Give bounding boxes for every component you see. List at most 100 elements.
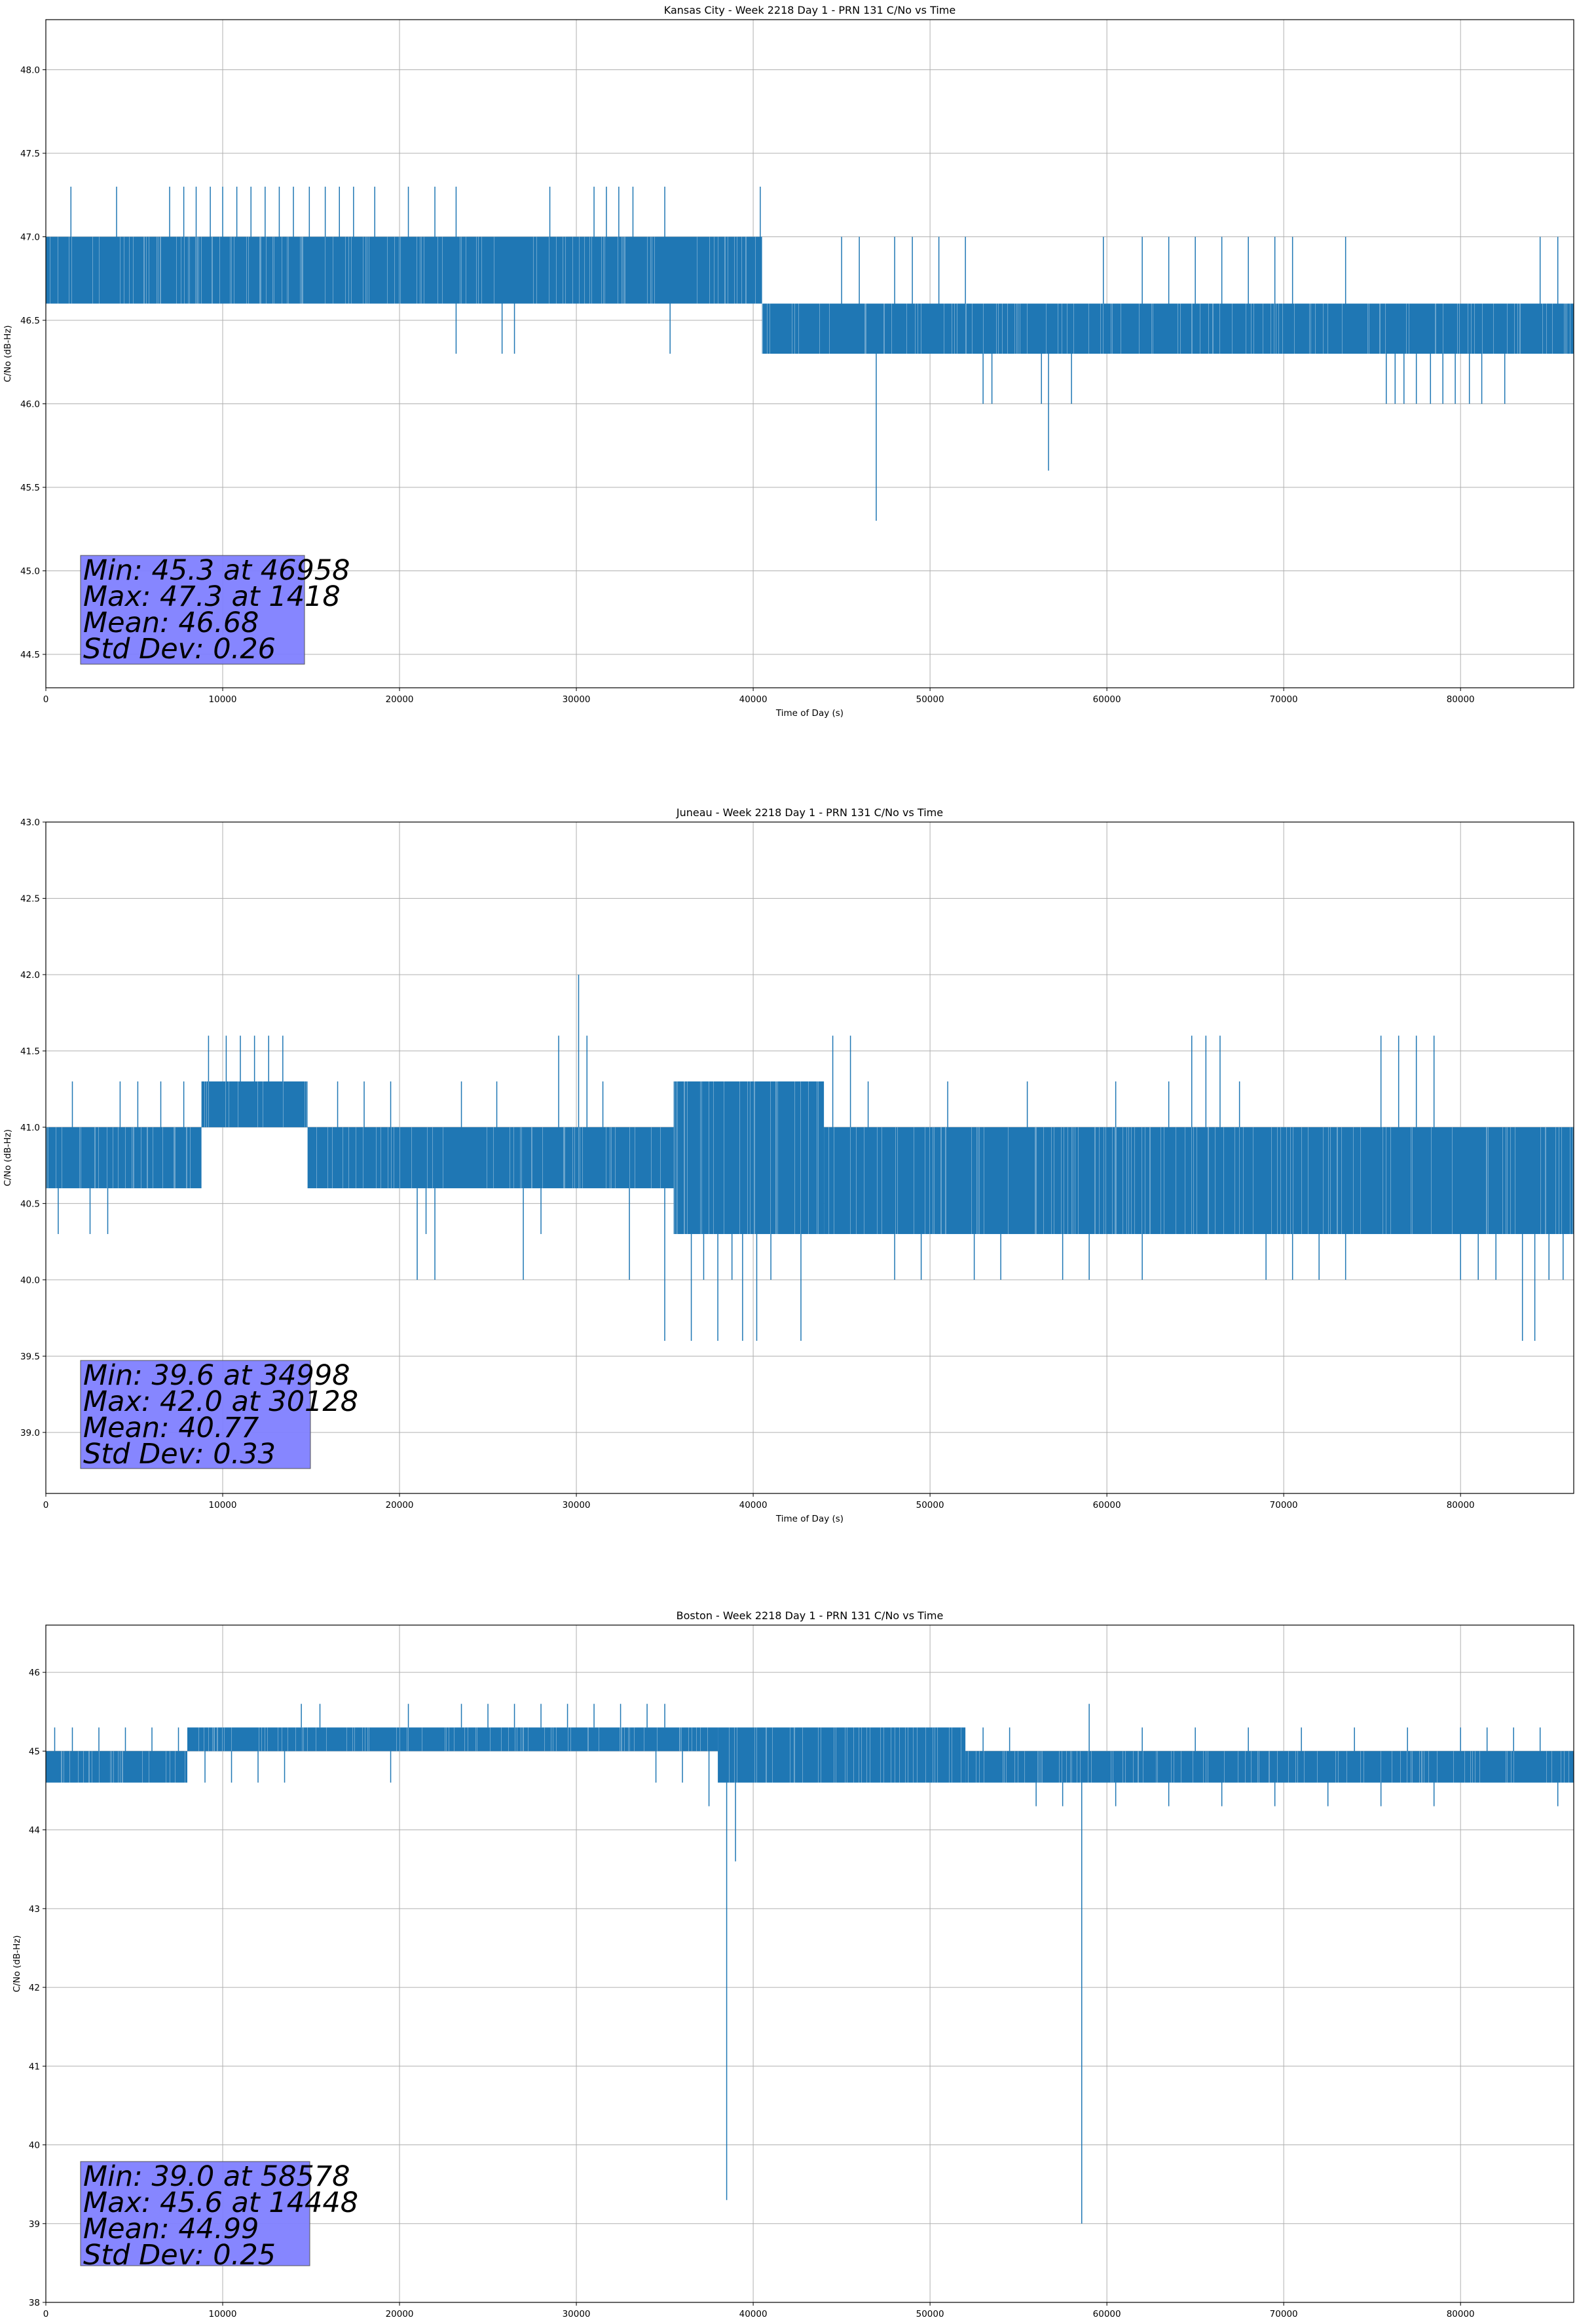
stats-line: Mean: 40.77 bbox=[83, 1412, 259, 1444]
stats-line: Max: 42.0 at 30128 bbox=[83, 1385, 358, 1418]
stats-box bbox=[80, 555, 305, 665]
y-tick-label: 44 bbox=[29, 1826, 40, 1836]
chart-panel-3: 0 10000 20000 30000 40000 50000 60000 70000 8000… bbox=[12, 1609, 1574, 2324]
y-tick-label: 45 bbox=[29, 1746, 40, 1757]
stats-line: Std Dev: 0.25 bbox=[83, 2239, 276, 2272]
x-tick-label: 40000 bbox=[739, 1500, 768, 1510]
y-tick-label: 38 bbox=[29, 2298, 40, 2308]
stats-line: Mean: 44.99 bbox=[83, 2213, 259, 2245]
x-tick-label: 30000 bbox=[563, 694, 591, 705]
y-tick-label: 41.0 bbox=[20, 1123, 40, 1133]
x-tick-label: 80000 bbox=[1447, 694, 1475, 705]
data-band bbox=[673, 1081, 825, 1234]
stats-box bbox=[80, 2161, 310, 2266]
y-axis-label: C/No (dB-Hz) bbox=[12, 1935, 22, 1992]
stats-box bbox=[80, 1360, 311, 1469]
axes-frame bbox=[45, 19, 1574, 688]
data-band bbox=[824, 1127, 1574, 1234]
axes-frame bbox=[45, 1624, 1574, 2303]
y-tick-label: 45.5 bbox=[20, 483, 40, 493]
x-tick-label: 70000 bbox=[1270, 2309, 1298, 2319]
data-band-texture bbox=[61, 1751, 185, 1783]
x-tick-label: 10000 bbox=[209, 1500, 237, 1510]
data-band bbox=[46, 1751, 188, 1783]
y-tick-label: 40.0 bbox=[20, 1275, 40, 1286]
data-band-texture bbox=[316, 1127, 661, 1189]
x-axis-label: Time of Day (s) bbox=[775, 708, 844, 719]
data-band bbox=[46, 236, 762, 304]
stats-line: Min: 39.0 at 58578 bbox=[83, 2160, 350, 2193]
x-tick-label: 30000 bbox=[563, 1500, 591, 1510]
x-tick-label: 60000 bbox=[1093, 694, 1121, 705]
y-tick-label: 40.5 bbox=[20, 1199, 40, 1209]
x-tick-label: 20000 bbox=[386, 694, 414, 705]
y-tick-label: 47.0 bbox=[20, 233, 40, 243]
data-band-texture bbox=[968, 1751, 1569, 1783]
data-series-cno bbox=[46, 1704, 1574, 2224]
x-tick-label: 40000 bbox=[739, 694, 768, 705]
x-axis-label: Time of Day (s) bbox=[775, 2323, 844, 2324]
stats-line: Min: 39.6 at 34998 bbox=[83, 1359, 350, 1392]
x-tick-label: 80000 bbox=[1447, 1500, 1475, 1510]
data-band-texture bbox=[674, 1081, 819, 1234]
data-band-texture bbox=[46, 1127, 191, 1189]
x-tick-label: 0 bbox=[43, 2309, 49, 2319]
data-band bbox=[46, 1127, 202, 1189]
data-series-cno bbox=[46, 974, 1574, 1341]
x-tick-label: 10000 bbox=[209, 694, 237, 705]
data-band-texture bbox=[762, 303, 1570, 354]
y-axis-label: C/No (dB-Hz) bbox=[3, 1129, 13, 1186]
chart-panel-2: 0 10000 20000 30000 40000 50000 60000 70000 8000… bbox=[3, 806, 1574, 1524]
x-axis-label: Time of Day (s) bbox=[775, 1514, 844, 1524]
x-tick-label: 80000 bbox=[1447, 2309, 1475, 2319]
chart-title: Juneau - Week 2218 Day 1 - PRN 131 C/No … bbox=[676, 806, 943, 819]
axes-frame bbox=[45, 821, 1574, 1494]
data-band bbox=[187, 1727, 718, 1752]
stats-line: Min: 45.3 at 46958 bbox=[83, 554, 350, 587]
x-tick-label: 30000 bbox=[563, 2309, 591, 2319]
x-tick-label: 50000 bbox=[916, 1500, 944, 1510]
x-tick-label: 10000 bbox=[209, 2309, 237, 2319]
data-band bbox=[718, 1727, 966, 1783]
x-tick-label: 20000 bbox=[386, 2309, 414, 2319]
data-series-cno bbox=[46, 187, 1574, 521]
data-band-texture bbox=[198, 1727, 708, 1752]
y-tick-label: 47.5 bbox=[20, 149, 40, 159]
stats-line: Mean: 46.68 bbox=[83, 607, 259, 639]
y-tick-label: 44.5 bbox=[20, 650, 40, 660]
stats-line: Std Dev: 0.26 bbox=[83, 633, 276, 665]
data-band bbox=[307, 1127, 674, 1189]
data-band-texture bbox=[729, 1727, 961, 1783]
data-band-texture bbox=[828, 1127, 1573, 1234]
y-tick-label: 39 bbox=[29, 2219, 40, 2230]
y-tick-label: 42 bbox=[29, 1983, 40, 1993]
data-band bbox=[762, 303, 1574, 354]
x-tick-label: 60000 bbox=[1093, 2309, 1121, 2319]
x-tick-label: 50000 bbox=[916, 694, 944, 705]
data-band-texture bbox=[50, 236, 756, 304]
y-tick-label: 43.0 bbox=[20, 817, 40, 828]
chart-title: Kansas City - Week 2218 Day 1 - PRN 131 … bbox=[664, 4, 955, 16]
chart-panel-1: 0 10000 20000 30000 40000 50000 60000 70000 8000… bbox=[3, 4, 1574, 719]
x-tick-label: 60000 bbox=[1093, 1500, 1121, 1510]
y-tick-label: 39.0 bbox=[20, 1428, 40, 1438]
y-tick-label: 41 bbox=[29, 2061, 40, 2072]
y-tick-label: 46.5 bbox=[20, 316, 40, 326]
y-tick-label: 46.0 bbox=[20, 400, 40, 410]
y-tick-label: 43 bbox=[29, 1904, 40, 1915]
data-band bbox=[201, 1081, 308, 1127]
y-axis-label: C/No (dB-Hz) bbox=[3, 325, 13, 382]
x-tick-label: 0 bbox=[43, 694, 49, 705]
x-tick-label: 50000 bbox=[916, 2309, 944, 2319]
y-tick-label: 45.0 bbox=[20, 567, 40, 577]
y-tick-label: 39.5 bbox=[20, 1351, 40, 1362]
x-tick-label: 40000 bbox=[739, 2309, 768, 2319]
x-tick-label: 20000 bbox=[386, 1500, 414, 1510]
y-tick-label: 48.0 bbox=[20, 66, 40, 76]
x-tick-label: 70000 bbox=[1270, 1500, 1298, 1510]
y-tick-label: 46 bbox=[29, 1668, 40, 1678]
y-tick-label: 40 bbox=[29, 2141, 40, 2151]
chart-title: Boston - Week 2218 Day 1 - PRN 131 C/No … bbox=[677, 1609, 944, 1622]
stats-line: Max: 47.3 at 1418 bbox=[83, 580, 341, 613]
data-band-texture bbox=[204, 1081, 307, 1127]
